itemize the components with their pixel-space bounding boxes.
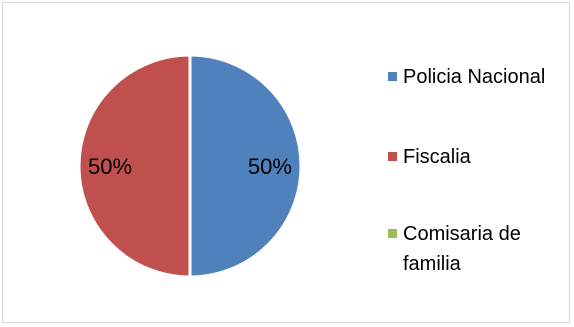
data-label-policia-nacional: 50%: [248, 154, 292, 179]
legend-item-comisaria-de-familia: Comisaria de familia: [388, 219, 563, 279]
legend-swatch-policia-nacional: [388, 72, 397, 81]
legend-label-fiscalia: Fiscalia: [403, 146, 471, 168]
pie-slice-fiscalia: [77, 53, 192, 279]
legend-label-comisaria-de-familia: Comisaria de familia: [403, 223, 521, 275]
data-label-fiscalia: 50%: [88, 154, 132, 179]
pie-slice-policia-nacional: [188, 53, 303, 279]
legend: Policia Nacional Fiscalia Comisaria de f…: [388, 0, 574, 327]
legend-label-policia-nacional: Policia Nacional: [403, 66, 546, 88]
legend-swatch-fiscalia: [388, 152, 397, 161]
legend-swatch-comisaria-de-familia: [388, 229, 397, 238]
legend-item-fiscalia: Fiscalia: [388, 142, 563, 172]
legend-item-policia-nacional: Policia Nacional: [388, 62, 563, 92]
